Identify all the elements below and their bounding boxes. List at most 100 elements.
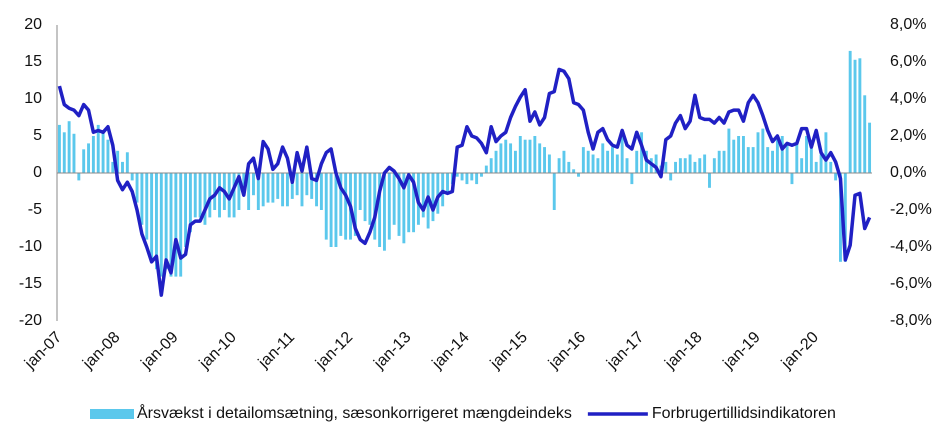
bar (722, 150, 726, 173)
bar (780, 136, 784, 173)
x-tick-label: jan-19 (720, 329, 764, 373)
bar (315, 173, 318, 207)
y2-tick-label: -6,0% (890, 275, 932, 292)
bar (373, 173, 377, 240)
bar (116, 150, 120, 173)
bar (809, 143, 813, 173)
bar (509, 143, 513, 173)
bar (402, 173, 406, 244)
bar (518, 136, 522, 173)
line (57, 67, 872, 297)
bar (363, 173, 367, 222)
bar (819, 154, 823, 173)
bar (344, 173, 348, 240)
bar (839, 173, 842, 262)
bar (184, 173, 188, 247)
bar (596, 158, 600, 173)
bar (358, 173, 362, 210)
bar (62, 132, 66, 173)
bar (421, 173, 425, 218)
bar (543, 147, 546, 173)
bar (96, 124, 100, 173)
bar (635, 150, 639, 173)
bar (285, 173, 289, 207)
bar (834, 173, 838, 181)
x-tick-label: jan-17 (603, 329, 647, 373)
x-tick-label: jan-13 (370, 329, 414, 373)
bar (615, 154, 619, 173)
bar (106, 139, 110, 173)
bar (339, 173, 343, 236)
bar (329, 173, 333, 247)
bar (698, 158, 702, 173)
bar (276, 173, 280, 199)
bar (674, 161, 677, 173)
bar (154, 173, 158, 270)
bar (533, 136, 537, 173)
bar (77, 173, 81, 181)
y2-tick-label: 6,0% (890, 53, 926, 70)
bar (727, 128, 731, 173)
bar (766, 147, 770, 173)
bar (319, 173, 323, 210)
bar (737, 136, 741, 173)
bar (664, 161, 668, 173)
y2-tick-label: -8,0% (890, 312, 932, 329)
bar (746, 147, 750, 173)
bar (247, 173, 251, 210)
bar (693, 161, 697, 173)
y-tick-label: 0 (33, 164, 42, 181)
bar (586, 150, 590, 173)
bar (140, 173, 144, 225)
y-tick-label: 15 (24, 53, 42, 70)
bar (290, 173, 294, 199)
bar (601, 143, 605, 173)
bar (683, 158, 687, 173)
x-tick-label: jan-14 (429, 329, 473, 373)
bar (91, 136, 95, 173)
bar (387, 173, 391, 240)
bar (121, 161, 124, 173)
bar (150, 173, 154, 262)
bar (475, 173, 479, 185)
bar (843, 173, 847, 262)
bar (547, 154, 551, 173)
bar (795, 143, 799, 173)
bar (771, 150, 775, 173)
bar (640, 132, 644, 173)
bar (441, 173, 445, 207)
y2-tick-label: -4,0% (890, 238, 932, 255)
bar (805, 136, 808, 173)
bar (324, 173, 328, 240)
legend-label: Årsvækst i detailomsætning, sæsonkorrige… (137, 403, 572, 422)
bar (751, 147, 755, 173)
bar (494, 150, 498, 173)
bar (111, 161, 115, 173)
bar (606, 150, 610, 173)
bar (237, 173, 241, 210)
bar (562, 150, 566, 173)
bar (334, 173, 338, 247)
bar (853, 59, 857, 173)
y2-tick-label: 2,0% (890, 127, 926, 144)
bar (261, 173, 265, 207)
bar (688, 154, 692, 173)
bar (455, 173, 459, 177)
bar (829, 161, 833, 173)
bar (198, 173, 202, 218)
y2-tick-label: -2,0% (890, 201, 932, 218)
bar (72, 133, 76, 173)
bar (785, 143, 789, 173)
bar (800, 158, 804, 173)
bar (281, 173, 285, 207)
bar (295, 173, 299, 196)
x-tick-label: jan-15 (487, 329, 531, 373)
x-tick-label: jan-20 (778, 329, 822, 373)
y2-tick-label: 0,0% (890, 164, 926, 181)
bar (310, 173, 314, 199)
bar (528, 139, 532, 173)
bar (67, 121, 71, 173)
bar (625, 158, 629, 173)
bar (266, 173, 270, 203)
